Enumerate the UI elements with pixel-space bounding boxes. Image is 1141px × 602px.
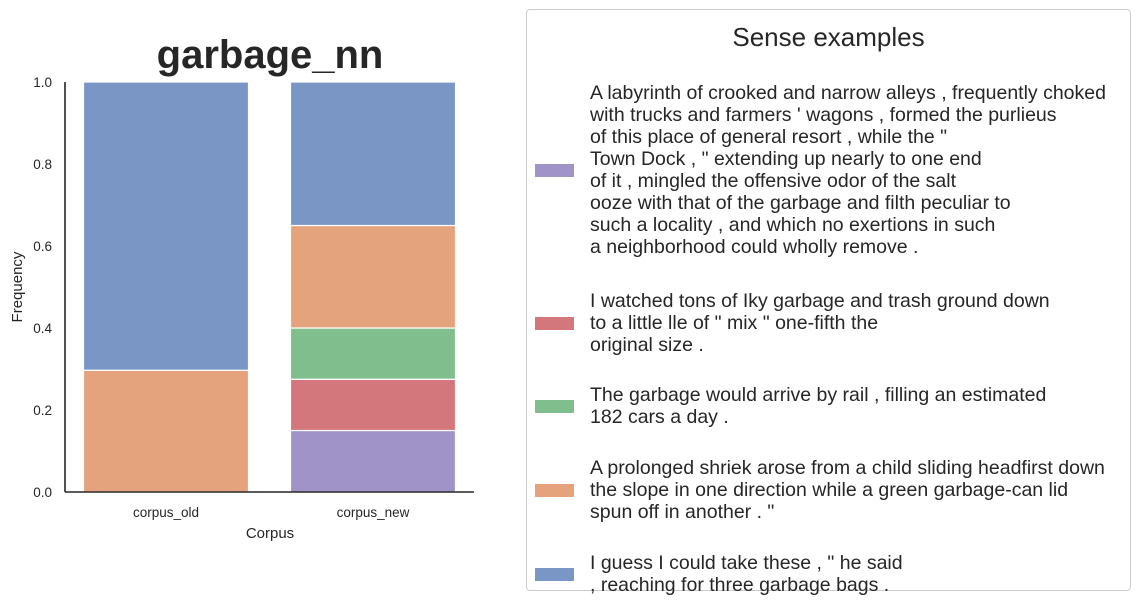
axes-group: 0.0 0.2 0.4 0.6 0.8 1.0 corpus_old corpus_new [33,75,474,520]
bar-corpus_new-series-1 [289,378,457,432]
chart: garbage_nn 0.0 0.2 0.4 0.6 0.8 1.0 corpus_old c… [9,33,474,542]
legend-swatch [535,317,574,330]
bar-corpus_new-series-2 [289,327,457,380]
legend-swatch [535,164,574,177]
y-axis-label: Frequency [9,251,26,322]
y-tick-label: 0.0 [33,485,52,500]
legend-label: A prolonged shriek arose from a child sl… [590,457,1105,523]
y-tick-label: 0.2 [33,403,52,418]
y-tick-label: 0.8 [33,157,52,172]
x-axis-label: Corpus [246,525,294,542]
legend-label: A labyrinth of crooked and narrow alleys… [590,82,1106,258]
legend-swatch [535,400,574,413]
y-tick-label: 0.4 [33,321,52,336]
chart-title: garbage_nn [157,33,384,77]
y-tick-label: 1.0 [33,75,52,90]
x-tick-label: corpus_new [337,505,410,520]
bars-group [82,81,457,493]
legend-swatch [535,568,574,581]
bar-corpus_new-series-4 [289,81,457,227]
legend-swatch [535,484,574,497]
bar-corpus_new-series-0 [289,429,457,493]
legend-label: I guess I could take these , " he said ,… [590,552,903,596]
legend-label: The garbage would arrive by rail , filli… [590,384,1047,428]
legend-title: Sense examples [732,22,925,52]
x-tick-label: corpus_old [133,505,199,520]
y-tick-label: 0.6 [33,239,52,254]
bar-corpus_old-series-4 [82,81,250,371]
bar-corpus_old-series-3 [82,369,250,493]
bar-corpus_new-series-3 [289,224,457,329]
legend: Sense examples A labyrinth of crooked an… [526,9,1131,596]
legend-label: I watched tons of Iky garbage and trash … [590,290,1050,356]
